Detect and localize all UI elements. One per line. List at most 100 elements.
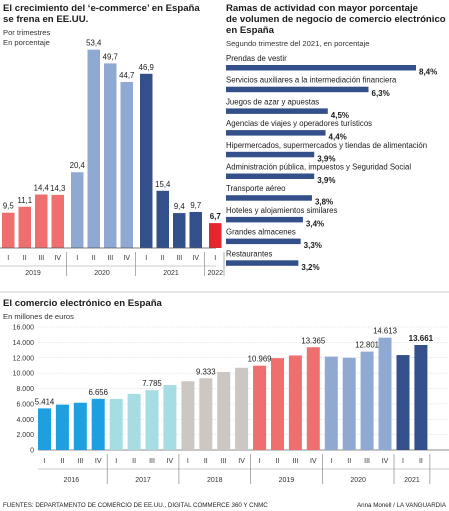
chart2-category-label: Hipermercados, supermercados y tiendas d… [226,141,427,150]
chart2-bar [226,108,328,114]
chart2-title-line1: Ramas de actividad con mayor porcentaje [226,3,418,14]
chart3-title: El comercio electrónico en España [3,298,163,309]
chart1-value-label: 46,9 [139,63,154,72]
chart3-quarter-label: II [60,458,64,465]
chart3-bar-2019-II [271,358,284,450]
chart1-value-label: 20,4 [70,161,86,170]
chart3-subtitle: En millones de euros [3,312,74,321]
chart3-bar-2017-I [109,398,123,450]
chart3-value-label: 9.333 [196,367,216,376]
chart2-category-label: Agencias de viajes y operadores turístic… [226,119,372,128]
chart3-bar-2020-IV [378,337,392,450]
chart3-ytick-label: 8.000 [16,386,34,393]
chart2-bar [226,151,315,158]
chart3-quarter-label: II [276,458,280,465]
chart2-bar [226,86,369,93]
chart2-title-line2: de volumen de negocio de comercio electr… [226,14,446,25]
chart3-quarter-label: I [187,458,189,465]
chart2-bar [226,238,301,245]
chart1-quarter-label: I [214,255,216,262]
chart2-category-label: Hoteles y alojamientos similares [226,206,337,215]
chart3-ytick-label: 2.000 [16,432,34,439]
chart3-ytick-label: 10.000 [13,371,35,378]
footer-sources: FUENTES: DEPARTAMENTO DE COMERCIO DE EE.… [3,502,268,509]
chart1-subtitle-line2: En porcentaje [3,38,50,47]
chart3-quarter-label: III [364,458,370,465]
chart2-value-label: 4,5% [331,111,349,120]
chart1-year-label: 2022 [207,270,223,277]
chart3-ytick-label: 16.000 [13,325,35,332]
chart3-plot: 0 2.000 4.000 6.000 8.000 10.000 12.000 14.000 1… [13,325,449,484]
chart2-bar [226,260,299,266]
chart1-plot: 9,5I11,1II14,4III14,3IV201920,4I53,4II49… [0,39,225,277]
chart2-value-label: 3,4% [306,219,324,228]
chart3-quarter-label: I [330,458,332,465]
chart1-quarter-label: IV [54,255,61,262]
chart3-year-label: 2018 [207,477,223,484]
chart1-value-label: 15,4 [155,180,171,189]
chart3-ytick-label: 0 [30,448,34,455]
chart1-quarter-label: II [23,255,27,262]
chart1-value-label: 9,7 [190,201,201,210]
chart3-quarter-label: II [204,458,208,465]
chart3-value-label: 14.613 [373,327,397,336]
chart1-bar-2021-III [173,213,186,248]
chart3-value-label: 13.661 [409,334,434,343]
chart3-quarter-label: I [44,458,46,465]
chart3-year-label: 2017 [135,477,151,484]
chart2-value-label: 6,3% [372,89,390,98]
chart1-value-label: 14,3 [50,184,65,193]
chart2-value-label: 3,8% [315,198,333,207]
chart1-bar-2019-IV [51,194,64,248]
chart3-ytick-label: 6.000 [16,401,34,408]
chart3-quarter-label: II [132,458,136,465]
chart3-year-label: 2021 [404,477,420,484]
chart3-bar-2020-II [342,357,356,450]
chart1-quarter-label: IV [123,255,130,262]
chart1-value-label: 9,4 [174,202,186,211]
chart1-subtitle-line1: Por trimestres [3,28,50,37]
chart1-bar-2022-I [209,223,222,248]
chart2-category-label: Restaurantes [226,249,272,258]
chart2-category-label: Administración pública, impuestos y Segu… [226,163,411,172]
chart1-value-label: 44,7 [119,71,134,80]
chart3-ytick-label: 14.000 [13,340,35,347]
chart3-bar-2016-II [55,404,69,450]
chart3-bar-2016-III [73,402,87,450]
chart2-bar [226,195,312,201]
chart1-quarter-label: III [107,255,113,262]
chart1-bar-2019-I [2,212,15,248]
chart2-value-label: 4,4% [329,133,347,142]
chart3-bar-2016-IV [91,398,105,450]
chart2-value-label: 3,9% [317,176,335,185]
chart3-bar-2016-I [38,408,51,450]
chart1-value-label: 9,5 [3,202,15,211]
chart3-year-label: 2020 [350,477,366,484]
chart3-bar-2019-IV [306,347,320,450]
chart3-quarter-label: III [221,458,227,465]
chart2-bar [226,65,416,71]
chart1-quarter-label: IV [192,255,199,262]
chart3-bar-2018-II [199,378,213,450]
chart3-quarter-label: IV [95,458,102,465]
chart2-value-label: 8,4% [419,68,437,77]
chart3-quarter-label: I [402,458,404,465]
chart3-year-label: 2016 [64,477,80,484]
chart2-title-line3: en España [226,25,275,36]
chart2-plot: Prendas de vestir 8,4% Servicios auxiliare… [226,54,437,272]
footer-credit: Anna Monell / LA VANGUARDIA [357,502,447,509]
chart1-bar-2019-III [35,194,48,248]
chart3-bar-2020-III [360,351,374,450]
chart1-quarter-label: III [176,255,182,262]
chart3-bar-2021-I [396,355,410,450]
chart2-value-label: 3,3% [304,241,322,250]
chart3-value-label: 12.801 [355,341,379,350]
chart3-bar-2019-III [288,355,302,450]
chart1-quarter-label: I [145,255,147,262]
chart1-value-label: 53,4 [86,39,102,48]
chart1-bar-2020-IV [120,81,133,248]
chart1-year-label: 2020 [94,270,110,277]
chart3-quarter-label: II [419,458,423,465]
chart1-bar-2021-IV [189,211,202,248]
